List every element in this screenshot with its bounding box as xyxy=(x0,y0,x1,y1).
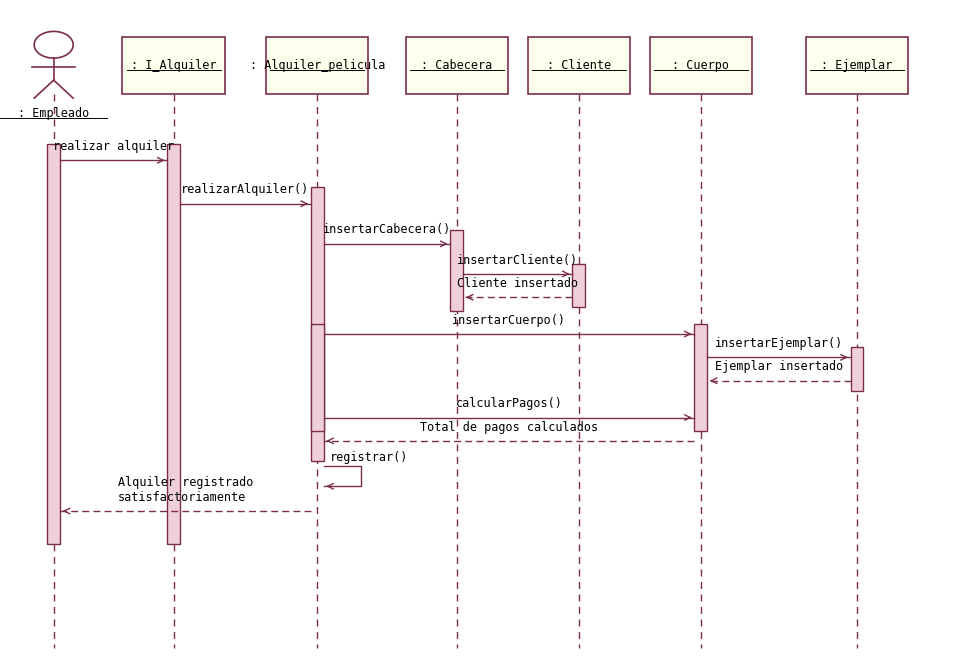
Bar xyxy=(528,37,630,94)
Bar xyxy=(451,230,464,311)
Bar xyxy=(310,187,324,461)
Bar xyxy=(806,37,909,94)
Text: insertarCliente(): insertarCliente() xyxy=(457,254,579,267)
Text: : Cabecera: : Cabecera xyxy=(421,59,493,71)
Text: : Alquiler_pelicula: : Alquiler_pelicula xyxy=(250,59,385,71)
Text: insertarCuerpo(): insertarCuerpo() xyxy=(452,314,566,327)
Bar xyxy=(168,144,181,544)
Text: : I_Alquiler: : I_Alquiler xyxy=(131,59,217,71)
Text: registrar(): registrar() xyxy=(330,452,408,464)
Text: Total de pagos calculados: Total de pagos calculados xyxy=(420,421,598,434)
Bar xyxy=(851,347,864,391)
Text: : Cuerpo: : Cuerpo xyxy=(672,59,729,71)
Bar xyxy=(47,144,61,544)
Bar xyxy=(572,264,586,307)
Text: realizar alquiler: realizar alquiler xyxy=(53,140,175,153)
Text: Cliente insertado: Cliente insertado xyxy=(457,277,579,290)
Bar xyxy=(406,37,508,94)
Bar xyxy=(123,37,224,94)
Text: calcularPagos(): calcularPagos() xyxy=(456,397,562,410)
Bar xyxy=(650,37,752,94)
Bar xyxy=(695,324,707,431)
Text: : Empleado: : Empleado xyxy=(18,107,90,120)
Text: insertarEjemplar(): insertarEjemplar() xyxy=(714,337,843,350)
Text: Ejemplar insertado: Ejemplar insertado xyxy=(714,361,843,373)
Bar xyxy=(310,324,324,431)
Text: realizarAlquiler(): realizarAlquiler() xyxy=(182,184,309,196)
Text: : Cliente: : Cliente xyxy=(547,59,611,71)
Text: : Ejemplar: : Ejemplar xyxy=(821,59,893,71)
Bar xyxy=(266,37,369,94)
Text: insertarCabecera(): insertarCabecera() xyxy=(323,224,451,236)
Text: Alquiler registrado
satisfactoriamente: Alquiler registrado satisfactoriamente xyxy=(118,476,253,504)
